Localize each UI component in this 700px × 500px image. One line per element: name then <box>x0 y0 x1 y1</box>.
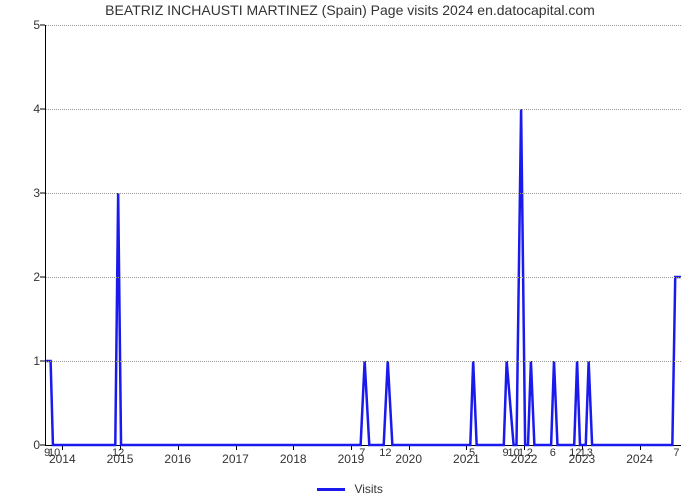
y-tick-label: 1 <box>25 354 40 368</box>
point-label: 7 <box>673 447 679 459</box>
y-tick-label: 2 <box>25 270 40 284</box>
y-tick-label: 5 <box>25 18 40 32</box>
point-label: 10 <box>48 447 60 459</box>
point-label: 3 <box>587 447 593 459</box>
x-tick-label: 2018 <box>280 452 307 466</box>
point-label: 2 <box>527 447 533 459</box>
y-tick-label: 0 <box>25 438 40 452</box>
grid-line <box>46 277 681 278</box>
x-tick-label: 2024 <box>626 452 653 466</box>
grid-line <box>46 193 681 194</box>
x-tick-label: 2020 <box>395 452 422 466</box>
point-label: 5 <box>469 447 475 459</box>
x-tick-label: 2016 <box>164 452 191 466</box>
visits-line <box>46 25 681 445</box>
point-label: 7 <box>359 447 365 459</box>
legend: Visits <box>0 482 700 496</box>
legend-swatch <box>317 488 345 491</box>
chart-title: BEATRIZ INCHAUSTI MARTINEZ (Spain) Page … <box>0 2 700 18</box>
x-tick-label: 2017 <box>222 452 249 466</box>
point-label: 1 <box>580 447 586 459</box>
point-label: 6 <box>550 447 556 459</box>
point-label: 12 <box>112 447 124 459</box>
plot-area: 91012712591012612137 <box>45 25 681 446</box>
grid-line <box>46 361 681 362</box>
grid-line <box>46 109 681 110</box>
y-tick-label: 4 <box>25 102 40 116</box>
grid-line <box>46 25 681 26</box>
legend-label: Visits <box>354 482 382 496</box>
y-tick-label: 3 <box>25 186 40 200</box>
x-tick-label: 2021 <box>453 452 480 466</box>
chart-container: BEATRIZ INCHAUSTI MARTINEZ (Spain) Page … <box>0 0 700 500</box>
point-label: 12 <box>379 447 391 459</box>
point-label: 1 <box>518 447 524 459</box>
